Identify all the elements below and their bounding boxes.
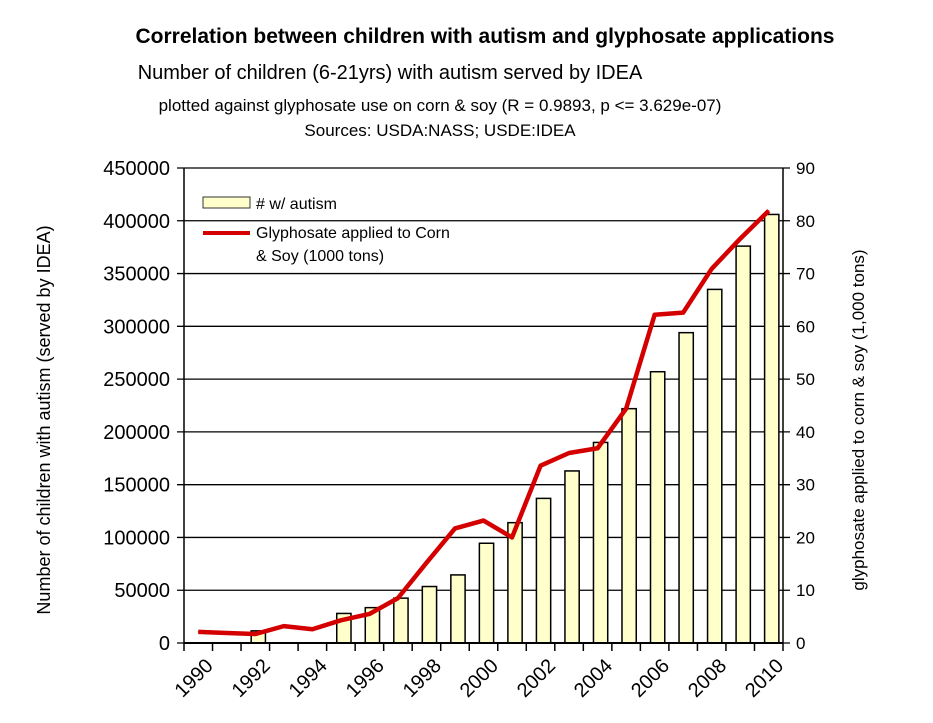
glyphosate-point	[454, 527, 456, 529]
x-tick-label: 2010	[741, 655, 788, 702]
bar	[706, 288, 723, 644]
glyphosate-point	[425, 562, 427, 564]
y-tick-label: 450000	[103, 158, 170, 180]
glyphosate-point	[283, 625, 285, 627]
legend-swatch-autism	[202, 196, 251, 209]
bar	[421, 585, 438, 644]
chart-subtitle: Number of children (6-21yrs) with autism…	[138, 62, 643, 84]
y2-tick-label: 60	[796, 317, 815, 336]
glyphosate-point	[340, 619, 342, 621]
x-tick-label: 1996	[342, 655, 389, 702]
y-tick-label: 200000	[103, 422, 170, 444]
glyphosate-point	[568, 452, 570, 454]
y2-tick-label: 70	[796, 265, 815, 284]
legend-label-autism: # w/ autism	[256, 196, 337, 213]
y2-tick-label: 50	[796, 370, 815, 389]
x-tick-label: 2006	[627, 655, 674, 702]
glyphosate-point	[311, 628, 313, 630]
y-tick-label: 150000	[103, 475, 170, 497]
x-tick-label: 1992	[228, 655, 275, 702]
glyphosate-point	[540, 465, 542, 467]
x-tick-label: 1998	[399, 655, 446, 702]
glyphosate-point	[483, 520, 484, 522]
y2-axis-label: glyphosate applied to corn & soy (1,000 …	[849, 249, 868, 590]
glyphosate-point	[254, 633, 256, 635]
x-tick-label: 1994	[285, 655, 332, 702]
x-tick-label: 2004	[570, 655, 617, 702]
y-tick-label: 400000	[103, 211, 170, 233]
y-tick-label: 300000	[103, 316, 170, 338]
y2-tick-label: 80	[796, 212, 815, 231]
x-tick-label: 1990	[171, 655, 218, 702]
bar	[735, 245, 752, 644]
bar	[763, 213, 780, 644]
y-tick-label: 50000	[114, 580, 170, 602]
x-tick-label: 2000	[456, 655, 503, 702]
y-tick-label: 350000	[103, 264, 170, 286]
x-tick-label: 2002	[513, 655, 560, 702]
glyphosate-point	[654, 314, 656, 316]
glyphosate-point	[368, 613, 370, 615]
y-tick-label: 250000	[103, 369, 170, 391]
bar	[649, 370, 666, 644]
bar	[592, 441, 609, 644]
legend-label-glyphosate: Glyphosate applied to Corn	[256, 225, 450, 242]
y2-tick-label: 0	[796, 634, 805, 653]
bar	[564, 470, 580, 644]
gridlines	[177, 167, 790, 644]
chart-subtitle-2: plotted against glyphosate use on corn &…	[159, 96, 722, 115]
glyphosate-point	[625, 408, 627, 410]
glyphosate-point	[597, 447, 599, 449]
bar	[535, 497, 552, 644]
y-tick-label: 0	[159, 633, 170, 655]
bar	[478, 542, 495, 644]
glyphosate-point	[226, 632, 228, 634]
y2-tick-label: 10	[796, 581, 815, 600]
bar	[621, 407, 638, 644]
glyphosate-point	[739, 238, 741, 240]
bar	[678, 331, 695, 644]
glyphosate-point	[711, 268, 713, 270]
bars	[250, 213, 780, 644]
x-tick-label: 2008	[684, 655, 731, 702]
y2-tick-label: 90	[796, 159, 815, 178]
chart-sources: Sources: USDA:NASS; USDE:IDEA	[304, 121, 576, 140]
y-tick-label: 100000	[103, 527, 170, 549]
glyphosate-point	[682, 312, 684, 314]
legend: # w/ autism Glyphosate applied to Corn & S…	[202, 196, 450, 265]
glyphosate-point	[768, 210, 770, 212]
chart-title: Correlation between children with autism…	[136, 25, 835, 48]
glyphosate-line-group	[197, 209, 771, 637]
y2-tick-label: 30	[796, 476, 815, 495]
y2-tick-label: 20	[796, 528, 815, 547]
bar	[393, 597, 409, 644]
bar	[507, 521, 523, 644]
glyphosate-point	[197, 631, 199, 633]
y-axis-label: Number of children with autism (served b…	[34, 225, 54, 614]
legend-label-glyphosate-2: & Soy (1000 tons)	[256, 248, 384, 265]
glyphosate-point	[397, 597, 399, 599]
glyphosate-point	[511, 536, 513, 538]
bar	[450, 574, 466, 644]
y2-tick-label: 40	[796, 423, 815, 442]
